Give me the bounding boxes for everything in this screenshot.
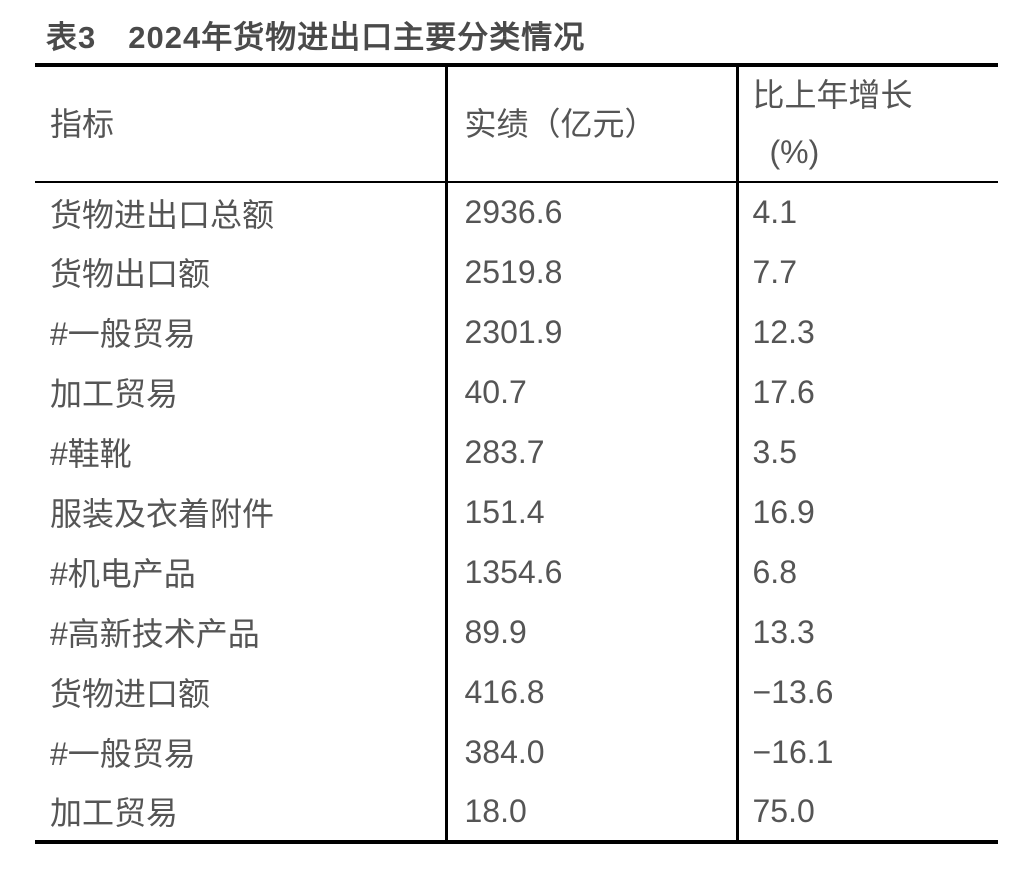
cell-value: 416.8 (446, 662, 739, 722)
header-cell-value: 实绩（亿元） (446, 65, 739, 183)
header-value-label: 实绩（亿元） (464, 105, 657, 142)
cell-growth: 3.5 (752, 433, 797, 470)
cell-growth: 16.9 (752, 493, 815, 530)
cell-value: 2301.9 (446, 302, 739, 362)
cell-indicator: 服装及衣着附件 (35, 482, 448, 542)
cell-indicator: 加工贸易 (35, 362, 448, 422)
table-row: 货物进口额 416.8 −13.6 (35, 662, 998, 722)
table-row: #一般贸易 384.0 −16.1 (35, 722, 998, 782)
cell-growth: −16.1 (752, 733, 834, 770)
cell-value: 2519.8 (446, 242, 739, 302)
cell-value: 384.0 (446, 722, 739, 782)
cell-indicator: #一般贸易 (35, 722, 448, 782)
cell-value: 40.7 (446, 362, 739, 422)
cell-indicator: 加工贸易 (35, 782, 448, 842)
table-row: 加工贸易 18.0 75.0 (35, 782, 998, 842)
cell-growth: 13.3 (752, 613, 815, 650)
page-title: 表3 2024年货物进出口主要分类情况 (46, 20, 586, 55)
cell-value: 2936.6 (446, 182, 739, 242)
cell-value: 1354.6 (446, 542, 739, 602)
cell-growth: 17.6 (752, 373, 815, 410)
cell-value: 283.7 (446, 422, 739, 482)
cell-growth: 6.8 (752, 553, 797, 590)
header-cell-indicator: 指标 (35, 65, 448, 183)
table-row: #机电产品 1354.6 6.8 (35, 542, 998, 602)
table-row: 服装及衣着附件 151.4 16.9 (35, 482, 998, 542)
header-indicator-label: 指标 (50, 105, 115, 142)
cell-growth: 4.1 (752, 194, 797, 230)
table-row: #鞋靴 283.7 3.5 (35, 422, 998, 482)
table-row: 货物进出口总额 2936.6 4.1 (35, 182, 998, 242)
cell-value: 89.9 (446, 602, 739, 662)
cell-indicator: 货物进出口总额 (35, 182, 448, 242)
table-row: #高新技术产品 89.9 13.3 (35, 602, 998, 662)
cell-indicator: 货物出口额 (35, 242, 448, 302)
table-header-row: 指标 实绩（亿元） 比上年增长 (%) (35, 65, 998, 183)
table-body: 货物进出口总额 2936.6 4.1 货物出口额 2519.8 7.7 #一般贸… (35, 182, 998, 842)
cell-value: 18.0 (446, 782, 739, 842)
table-container: 指标 实绩（亿元） 比上年增长 (%) 货物进出口总额 2936.6 4.1 货… (35, 63, 998, 844)
table-row: 加工贸易 40.7 17.6 (35, 362, 998, 422)
cell-indicator: #一般贸易 (35, 302, 448, 362)
cell-indicator: #高新技术产品 (35, 602, 448, 662)
cell-growth: −13.6 (752, 673, 834, 710)
header-growth-label-line2: (%) (769, 134, 820, 170)
table-row: #一般贸易 2301.9 12.3 (35, 302, 998, 362)
cell-indicator: 货物进口额 (35, 662, 448, 722)
data-table: 指标 实绩（亿元） 比上年增长 (%) 货物进出口总额 2936.6 4.1 货… (35, 63, 998, 844)
cell-growth: 12.3 (752, 313, 815, 350)
header-cell-growth: 比上年增长 (%) (737, 65, 998, 183)
cell-indicator: #机电产品 (35, 542, 448, 602)
cell-growth: 75.0 (752, 792, 815, 829)
table-row: 货物出口额 2519.8 7.7 (35, 242, 998, 302)
header-growth-label-line1: 比上年增长 (752, 77, 913, 113)
cell-value: 151.4 (446, 482, 739, 542)
cell-growth: 7.7 (752, 253, 797, 290)
cell-indicator: #鞋靴 (35, 422, 448, 482)
